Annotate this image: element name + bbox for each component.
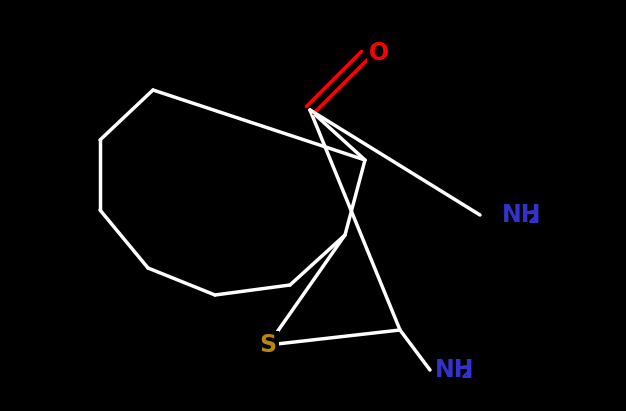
Text: NH: NH <box>502 203 541 227</box>
Text: NH: NH <box>435 358 475 382</box>
Text: 2: 2 <box>528 209 540 227</box>
Text: S: S <box>259 333 277 357</box>
Text: O: O <box>369 41 389 65</box>
Text: 2: 2 <box>461 364 473 382</box>
